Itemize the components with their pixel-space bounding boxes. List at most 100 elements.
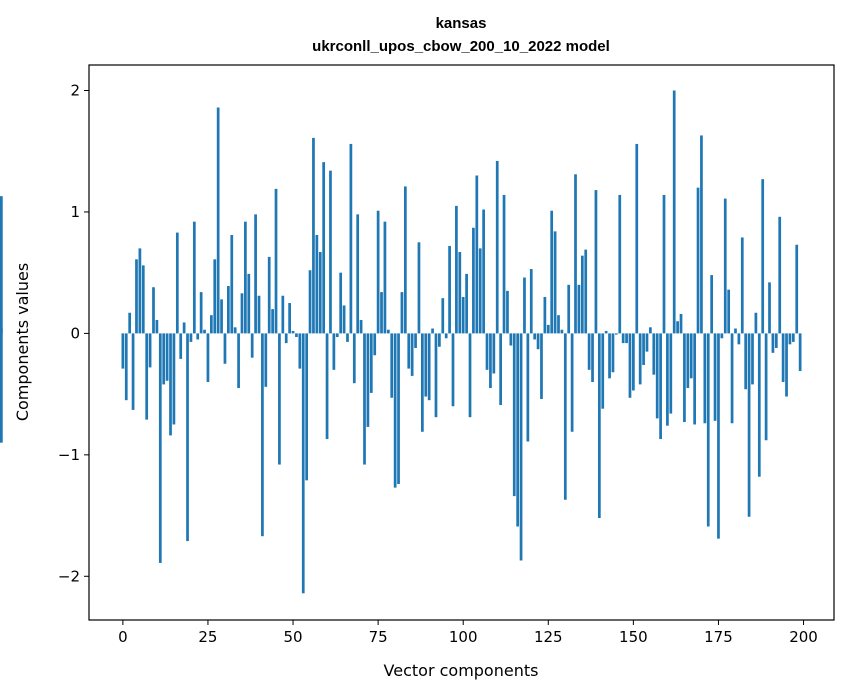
bar: [618, 194, 622, 334]
bar: [366, 333, 370, 427]
bar: [601, 333, 605, 409]
bar: [417, 242, 421, 334]
plot-frame: [88, 64, 835, 621]
bar: [509, 333, 513, 346]
bar: [482, 209, 485, 334]
y-tick-label: −1: [58, 446, 80, 464]
bar: [611, 333, 615, 373]
bar: [771, 333, 775, 353]
bar: [271, 309, 274, 334]
bar: [451, 333, 455, 407]
bar: [506, 290, 509, 334]
bar: [478, 248, 482, 334]
bar: [376, 210, 380, 334]
x-tick-label: 25: [198, 628, 217, 646]
bar: [291, 330, 295, 334]
bar: [209, 315, 213, 334]
bar: [791, 333, 795, 342]
bar: [512, 333, 516, 497]
bar: [152, 287, 155, 334]
bar: [676, 321, 679, 334]
bar: [393, 333, 397, 488]
bar: [247, 273, 251, 334]
bar: [489, 333, 492, 389]
bar: [448, 245, 451, 334]
bar: [369, 333, 373, 393]
bar: [604, 330, 608, 334]
bar: [284, 333, 288, 344]
bar: [734, 328, 737, 334]
bar: [587, 333, 591, 370]
bar: [223, 333, 227, 364]
bar: [438, 333, 441, 347]
x-tick-label: 175: [704, 628, 733, 646]
bar: [672, 90, 676, 334]
bar: [720, 333, 724, 339]
bar: [230, 235, 234, 334]
bar: [257, 295, 261, 334]
bar: [308, 270, 312, 334]
bar: [414, 333, 417, 348]
bar: [427, 333, 431, 401]
bar: [689, 333, 693, 379]
bar: [346, 333, 349, 342]
bar: [175, 232, 179, 334]
y-tick-label: 1: [70, 203, 80, 221]
bar: [700, 135, 703, 334]
x-tick-label: 100: [449, 628, 478, 646]
bar: [237, 333, 240, 389]
x-axis-label: Vector components: [384, 661, 539, 680]
bar: [192, 221, 196, 334]
bar: [0, 196, 3, 334]
y-tick-label: 2: [70, 82, 80, 100]
bar: [182, 322, 186, 334]
bar: [529, 269, 533, 334]
bar: [778, 216, 782, 334]
bar: [594, 190, 598, 334]
bar: [533, 333, 537, 340]
bar: [312, 137, 315, 334]
bar: [740, 237, 744, 334]
bar: [546, 324, 550, 334]
bar: [444, 333, 448, 339]
bar: [543, 296, 547, 334]
bar: [329, 170, 332, 334]
bar: [455, 205, 458, 334]
x-tick-label: 200: [789, 628, 818, 646]
bar: [325, 333, 329, 440]
bar: [141, 265, 145, 334]
bar: [179, 333, 183, 359]
chart-title: kansas: [436, 15, 487, 32]
bar: [373, 333, 377, 356]
bar: [407, 333, 411, 369]
bar: [403, 186, 407, 334]
bar: [659, 333, 662, 440]
bar: [468, 333, 472, 418]
x-tick-label: 75: [369, 628, 388, 646]
bar: [519, 333, 523, 561]
bar: [318, 252, 322, 334]
bar: [145, 333, 149, 420]
bar: [577, 284, 581, 334]
bar: [169, 333, 172, 436]
bar: [580, 255, 584, 334]
bar: [563, 333, 567, 500]
bar: [162, 333, 166, 385]
bar: [301, 333, 305, 594]
bar: [526, 333, 530, 442]
bar: [380, 292, 383, 334]
bar: [655, 333, 659, 419]
bar: [727, 289, 731, 334]
bar: [536, 333, 540, 350]
bar: [652, 333, 656, 375]
bar: [305, 333, 309, 481]
bar: [128, 312, 132, 334]
bar: [356, 214, 360, 334]
bar: [730, 333, 734, 424]
bar: [220, 299, 223, 334]
y-tick-label: 0: [70, 324, 80, 342]
bar: [550, 210, 554, 334]
bar: [458, 252, 462, 334]
bar: [492, 333, 496, 374]
